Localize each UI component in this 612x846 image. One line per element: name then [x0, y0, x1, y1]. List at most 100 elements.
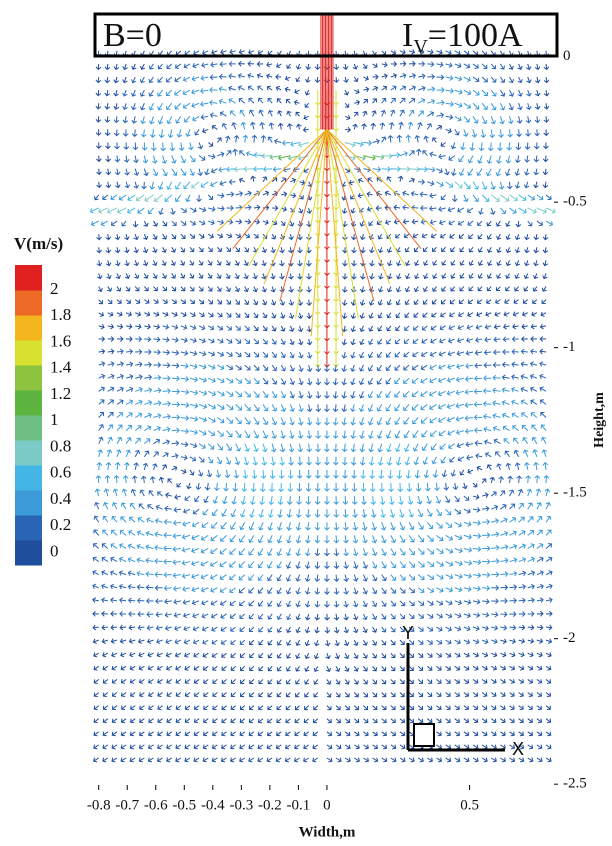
- vector-arrow: [95, 475, 102, 484]
- vector-arrow: [270, 247, 276, 254]
- vector-arrow: [162, 413, 171, 420]
- vector-arrow: [362, 600, 368, 608]
- vector-arrow: [421, 443, 428, 452]
- vector-arrow: [446, 403, 455, 410]
- vector-arrow: [243, 166, 254, 172]
- vector-arrow: [142, 462, 149, 471]
- vector-arrow: [393, 204, 401, 211]
- vector-arrow: [276, 692, 282, 698]
- vector-arrow: [238, 85, 245, 91]
- vector-arrow: [217, 325, 224, 331]
- vector-arrow: [235, 218, 243, 225]
- vector-arrow: [140, 129, 147, 138]
- vector-arrow: [450, 273, 456, 279]
- vector-arrow: [144, 361, 152, 368]
- vector-arrow: [244, 325, 250, 331]
- vector-arrow: [287, 482, 294, 493]
- vector-arrow: [472, 652, 479, 658]
- vector-arrow: [429, 151, 437, 157]
- vector-arrow: [362, 626, 368, 633]
- vector-arrow: [372, 74, 379, 80]
- vector-arrow: [304, 639, 310, 647]
- vector-arrow: [463, 573, 472, 579]
- vector-arrow: [394, 390, 401, 398]
- vector-arrow: [509, 207, 517, 214]
- vector-arrow: [175, 731, 182, 737]
- vector-arrow: [226, 404, 234, 411]
- vector-arrow: [517, 89, 523, 97]
- vector-arrow: [481, 76, 488, 83]
- vector-arrow: [399, 574, 406, 581]
- vector-arrow: [298, 417, 304, 426]
- vector-arrow: [539, 399, 547, 405]
- vector-arrow: [218, 166, 227, 173]
- vector-arrow: [372, 639, 378, 646]
- vector-arrow: [188, 142, 194, 151]
- vector-arrow: [221, 665, 227, 671]
- vector-arrow: [372, 652, 378, 659]
- vector-arrow: [235, 325, 241, 331]
- vector-arrow: [324, 417, 330, 426]
- vector-arrow: [372, 666, 378, 672]
- vector-arrow: [527, 665, 534, 671]
- vector-arrow: [220, 757, 227, 763]
- vector-arrow: [445, 508, 452, 516]
- vector-arrow: [344, 102, 350, 108]
- vector-arrow: [102, 692, 109, 697]
- vector-arrow: [530, 323, 537, 330]
- vector-arrow: [482, 598, 490, 605]
- vector-arrow: [530, 386, 538, 392]
- vector-arrow: [545, 543, 553, 549]
- vector-arrow: [257, 587, 264, 594]
- vector-arrow: [449, 299, 456, 305]
- vector-arrow: [385, 377, 392, 385]
- vector-arrow: [403, 377, 410, 384]
- vector-arrow: [333, 587, 340, 595]
- vector-arrow: [166, 718, 173, 724]
- vector-arrow: [390, 587, 397, 594]
- vector-arrow: [359, 234, 366, 241]
- vector-arrow: [288, 273, 294, 280]
- vector-arrow: [501, 399, 510, 406]
- vector-arrow: [518, 652, 525, 658]
- vector-arrow: [417, 705, 424, 711]
- vector-arrow: [376, 417, 383, 426]
- vector-arrow: [417, 561, 425, 568]
- vector-arrow: [353, 574, 359, 582]
- vector-arrow: [535, 488, 542, 497]
- vector-arrow: [405, 273, 411, 280]
- vector-arrow: [500, 611, 508, 618]
- vector-arrow: [402, 190, 410, 197]
- vector-arrow: [465, 350, 474, 356]
- vector-arrow: [276, 626, 282, 633]
- vector-arrow: [305, 496, 312, 505]
- vector-arrow: [395, 338, 401, 345]
- vector-arrow: [171, 362, 180, 369]
- vector-arrow: [459, 246, 465, 253]
- vector-arrow: [267, 639, 273, 646]
- vector-arrow: [253, 204, 261, 211]
- vector-arrow: [118, 556, 127, 563]
- vector-arrow: [341, 207, 348, 214]
- vector-arrow: [147, 652, 154, 658]
- vector-arrow: [403, 233, 410, 239]
- vector-arrow: [267, 600, 273, 607]
- vector-arrow: [509, 557, 518, 563]
- vector-arrow: [509, 731, 515, 737]
- vector-arrow: [533, 234, 540, 241]
- y-axis-title: Height,m: [592, 392, 607, 448]
- vector-arrow: [211, 652, 218, 658]
- vector-arrow: [110, 543, 118, 549]
- vector-arrow: [235, 351, 242, 358]
- vector-arrow: [239, 613, 246, 619]
- vector-arrow: [436, 534, 444, 542]
- vector-arrow: [262, 312, 268, 319]
- vector-arrow: [524, 260, 530, 267]
- vector-arrow: [367, 417, 374, 426]
- vector-arrow: [419, 191, 428, 198]
- vector-arrow: [220, 521, 227, 530]
- vector-arrow: [404, 312, 410, 318]
- vector-arrow: [208, 219, 215, 226]
- vector-arrow: [509, 503, 516, 510]
- vector-arrow: [111, 692, 118, 697]
